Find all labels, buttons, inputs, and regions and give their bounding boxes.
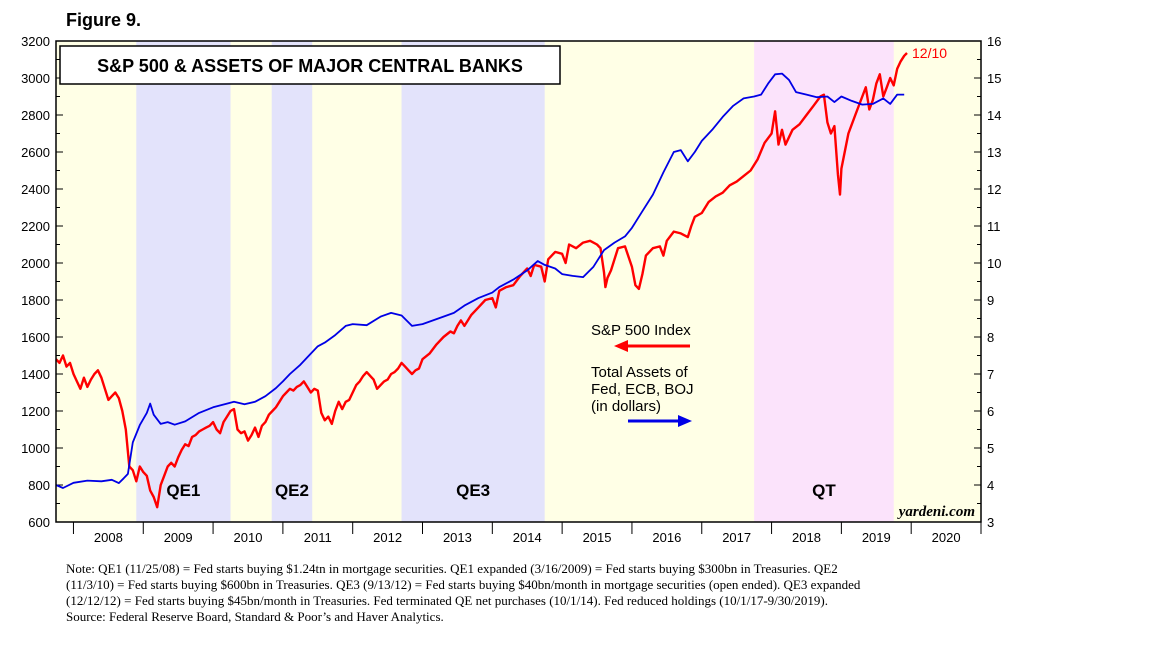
x-tick-label: 2009 [164,530,193,545]
x-tick-label: 2013 [443,530,472,545]
x-tick-label: 2012 [373,530,402,545]
sp500-line [55,52,908,509]
y-right-tick-label: 4 [987,478,994,493]
band-qe2 [271,41,313,522]
x-tick-label: 2008 [94,530,123,545]
y-left-tick-label: 2400 [21,182,50,197]
y-right-tick-label: 13 [987,145,1001,160]
x-tick-label: 2010 [234,530,263,545]
y-left-tick-label: 1800 [21,293,50,308]
right-arrow-icon [628,415,692,427]
y-right-tick-label: 11 [987,219,1001,234]
footnote-line: Note: QE1 (11/25/08) = Fed starts buying… [66,561,838,576]
end-date-label: 12/10 [912,45,947,61]
y-left-tick-label: 1200 [21,404,50,419]
y-left-tick-label: 1600 [21,330,50,345]
title-box: S&P 500 & ASSETS OF MAJOR CENTRAL BANKS [59,45,561,85]
footnote-source: Source: Federal Reserve Board, Standard … [66,609,444,624]
y-left-tick-label: 1000 [21,441,50,456]
series-lines [55,52,908,509]
band-qe1 [136,41,231,522]
x-tick-label: 2019 [862,530,891,545]
watermark: yardeni.com [897,504,975,520]
y-left-tick-label: 3200 [21,34,50,49]
y-right-tick-label: 12 [987,182,1001,197]
y-right-tick-label: 9 [987,293,994,308]
x-tick-label: 2015 [583,530,612,545]
y-right-tick-label: 5 [987,441,994,456]
band-qe3 [401,41,545,522]
y-right-tick-label: 7 [987,367,994,382]
y-left-tick-label: 600 [28,515,50,530]
y-left-tick-label: 1400 [21,367,50,382]
legend-assets-label-1: Total Assets of [591,364,689,381]
x-tick-label: 2011 [304,530,332,545]
band-label-qt: QT [812,481,836,500]
y-left-tick-label: 2600 [21,145,50,160]
x-tick-label: 2017 [722,530,751,545]
legend-assets-label-3: (in dollars) [591,398,661,415]
legend: S&P 500 Index Total Assets of Fed, ECB, … [591,322,694,427]
y-left-tick-label: 2800 [21,108,50,123]
x-tick-label: 2020 [932,530,961,545]
axis-ticks: 600 800 1000 1200 1400 1600 1800 2000 2200 2400 26… [21,34,1001,545]
left-arrow-icon [614,340,690,352]
footnote-line: (12/12/12) = Fed starts buying $45bn/mon… [66,593,828,608]
x-tick-label: 2018 [792,530,821,545]
y-right-tick-label: 15 [987,71,1001,86]
y-right-tick-label: 14 [987,108,1001,123]
y-right-tick-label: 8 [987,330,994,345]
band-label-qe2: QE2 [275,481,309,500]
x-tick-label: 2014 [513,530,542,545]
chart-title: S&P 500 & ASSETS OF MAJOR CENTRAL BANKS [97,56,523,76]
shaded-periods [56,41,981,522]
y-right-tick-label: 3 [987,515,994,530]
y-left-tick-label: 3000 [21,71,50,86]
y-left-tick-label: 800 [28,478,50,493]
y-right-tick-label: 6 [987,404,994,419]
figure-label: Figure 9. [66,10,142,30]
chart: 600 800 1000 1200 1400 1600 1800 2000 2200 2400 26… [21,34,1001,545]
y-left-tick-label: 2200 [21,219,50,234]
y-right-tick-label: 10 [987,256,1001,271]
assets-line [55,72,905,489]
legend-sp500-label: S&P 500 Index [591,322,691,339]
band-qt [754,41,894,522]
legend-assets-label-2: Fed, ECB, BOJ [591,381,694,398]
plot-frame [55,40,982,523]
y-right-tick-label: 16 [987,34,1001,49]
band-label-qe1: QE1 [166,481,200,500]
band-label-qe3: QE3 [456,481,490,500]
period-labels: QE1 QE2 QE3 QT [166,481,836,500]
x-tick-label: 2016 [652,530,681,545]
footnote: Note: QE1 (11/25/08) = Fed starts buying… [66,561,1076,625]
y-left-tick-label: 2000 [21,256,50,271]
footnote-line: (11/3/10) = Fed starts buying $600bn in … [66,577,861,592]
